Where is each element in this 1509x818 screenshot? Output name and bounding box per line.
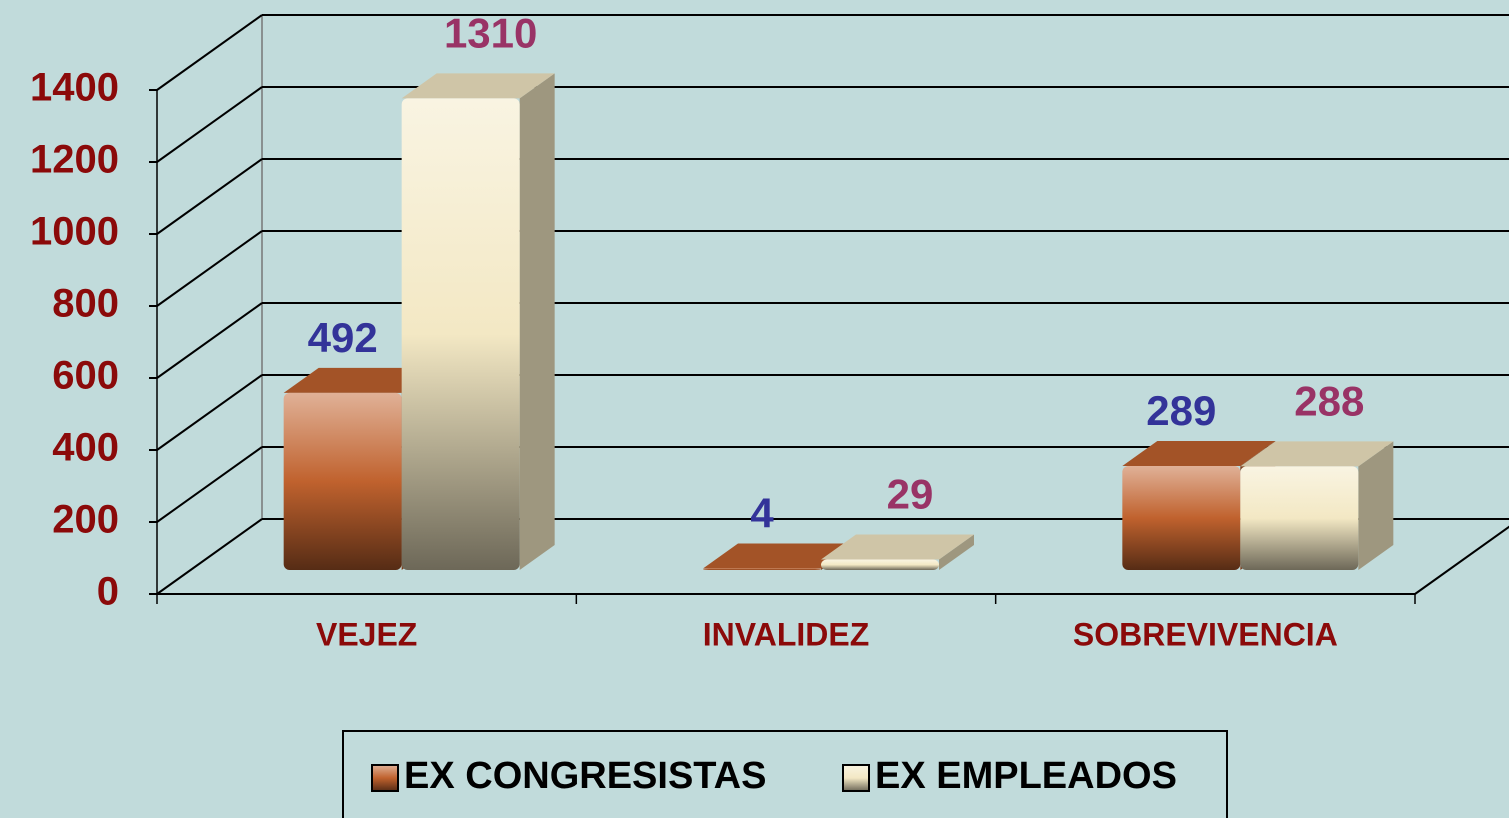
y-tick-label: 800: [52, 282, 119, 326]
y-tick-label: 1200: [30, 138, 119, 182]
x-tick-label: VEJEZ: [316, 616, 417, 652]
x-tick-label: INVALIDEZ: [703, 616, 870, 652]
y-tick-label: 200: [52, 498, 119, 542]
grid-line: [156, 446, 263, 523]
bar-top: [821, 534, 974, 560]
grid-line: [156, 86, 263, 163]
bar-front: [1240, 466, 1359, 570]
legend-box: [342, 730, 1228, 818]
bar-top: [401, 73, 555, 99]
grid-line: [156, 302, 263, 379]
grid-line: [156, 158, 263, 235]
grid-line: [156, 518, 263, 595]
data-label: 289: [1146, 387, 1216, 434]
floor-edge: [1414, 525, 1509, 595]
y-tick-label: 600: [52, 354, 119, 398]
data-label: 492: [308, 314, 378, 361]
data-label: 4: [750, 490, 774, 537]
bar-front: [703, 568, 821, 570]
bar-side: [939, 534, 974, 570]
legend-label: EX CONGRESISTAS: [404, 755, 766, 797]
bar-front: [821, 559, 939, 570]
bar: [821, 534, 974, 570]
bar-front: [401, 98, 520, 571]
data-label: 288: [1294, 377, 1364, 424]
legend-swatch: [371, 764, 399, 792]
x-tick-label: SOBREVIVENCIA: [1073, 616, 1338, 652]
bar-side: [519, 73, 555, 571]
bar-top: [1122, 440, 1276, 466]
bar-top: [1240, 441, 1394, 467]
grid-line: [156, 374, 263, 451]
data-label: 1310: [444, 9, 537, 56]
bar: [401, 73, 555, 571]
data-label: 29: [887, 471, 934, 518]
bar-front: [1122, 465, 1241, 570]
grid-line: [156, 14, 263, 91]
bar: [1240, 441, 1394, 570]
grid-line: [156, 230, 263, 307]
y-tick-label: 1400: [30, 66, 119, 110]
bar-top: [283, 367, 437, 393]
legend-swatch: [842, 764, 870, 792]
legend-label: EX EMPLEADOS: [875, 755, 1177, 797]
bar-front: [283, 392, 402, 570]
y-tick-label: 400: [52, 426, 119, 470]
bar-side: [1358, 441, 1394, 570]
y-tick-label: 1000: [30, 210, 119, 254]
y-tick-label: 0: [97, 570, 119, 614]
bar-top: [703, 543, 856, 569]
